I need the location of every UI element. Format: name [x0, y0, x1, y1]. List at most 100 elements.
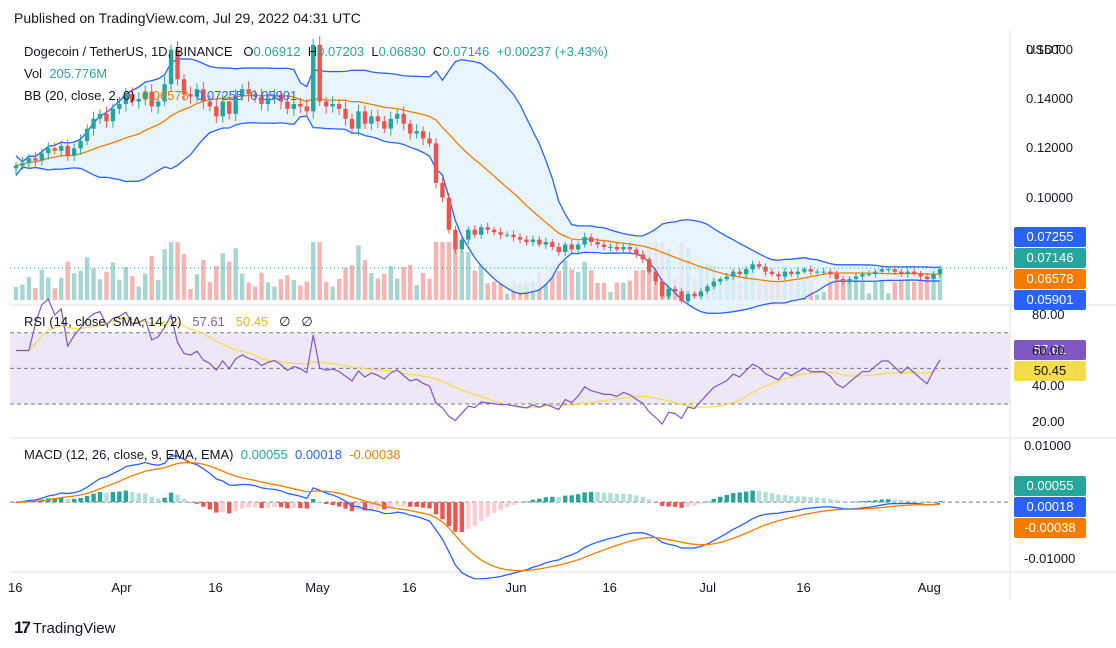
bb-lower-line: [15, 115, 941, 314]
candle-body: [26, 158, 32, 164]
macd-histogram-bar: [575, 494, 581, 503]
candle-body: [220, 101, 225, 117]
candle-body: [407, 123, 413, 134]
macd-histogram-bar: [569, 495, 574, 503]
volume-value: 205.776M: [49, 66, 108, 81]
candle-body: [511, 234, 516, 238]
candle-body: [291, 103, 297, 109]
volume-bar: [304, 281, 309, 300]
macd-histogram-bar: [52, 498, 57, 503]
volume-bar: [614, 282, 620, 300]
macd-histogram-bar: [155, 498, 161, 503]
candle-body: [285, 101, 290, 109]
macd-histogram-bar: [291, 502, 297, 509]
macd-histogram-bar: [789, 496, 794, 503]
macd-histogram-bar: [724, 494, 729, 503]
macd-histogram-bar: [362, 502, 368, 511]
macd-histogram-bar: [395, 502, 400, 506]
volume-bar: [395, 278, 400, 300]
macd-histogram-bar: [433, 502, 439, 515]
volume-bar: [588, 270, 594, 300]
volume-bar: [104, 271, 109, 300]
rsi-tag: 57.61: [1014, 340, 1086, 360]
candle-body: [71, 148, 77, 156]
macd-histogram-bar: [653, 502, 658, 503]
brand-name: TradingView: [32, 619, 116, 637]
macd-histogram-bar: [647, 499, 652, 503]
close-label: C: [432, 44, 443, 59]
macd-histogram-bar: [84, 495, 90, 503]
candle-body: [104, 113, 109, 122]
macd-histogram-bar: [750, 490, 755, 503]
macd-histogram-bar: [272, 502, 277, 508]
macd-histogram-bar: [265, 502, 271, 508]
volume-bar: [401, 266, 406, 300]
macd-histogram-bar: [285, 502, 290, 509]
candle-body: [892, 269, 897, 272]
candle-body: [427, 138, 432, 144]
candle-body: [491, 229, 497, 233]
macd-histogram-bar: [853, 501, 859, 503]
volume-bar: [427, 278, 432, 300]
candle-body: [168, 49, 174, 85]
main-legend: Dogecoin / TetherUS, 1D, BINANCE O0.0691…: [24, 44, 608, 59]
macd-histogram-bar: [802, 496, 807, 503]
macd-histogram-bar: [582, 492, 587, 503]
symbol-title[interactable]: Dogecoin / TetherUS, 1D, BINANCE: [24, 44, 233, 59]
volume-bar: [918, 278, 923, 300]
macd-hist-value: -0.00038: [349, 447, 401, 462]
candle-body: [769, 271, 775, 275]
volume-bar: [84, 257, 90, 300]
candle-body: [550, 242, 555, 247]
time-axis-tick: 16: [8, 580, 23, 595]
price-axis-tick: 0.14000: [1026, 91, 1073, 107]
time-axis-tick: Aug: [917, 580, 941, 595]
candle-body: [705, 286, 710, 292]
macd-histogram-bar: [259, 502, 264, 509]
candle-body: [860, 274, 865, 277]
macd-histogram-bar: [879, 499, 885, 503]
macd-histogram-bar: [414, 502, 419, 507]
candle-body: [136, 99, 141, 102]
rsi-extra-2: ∅: [301, 314, 313, 329]
macd-histogram-bar: [621, 493, 626, 503]
macd-histogram-bar: [356, 502, 361, 510]
macd-histogram-bar: [504, 502, 510, 508]
macd-histogram-bar: [485, 502, 490, 517]
volume-bar: [466, 252, 471, 300]
volume-bar: [97, 279, 103, 300]
volume-bar: [33, 288, 38, 300]
macd-histogram-bar: [795, 496, 801, 503]
macd-histogram-bar: [252, 502, 258, 508]
volume-bar: [821, 292, 826, 300]
volume-bar: [853, 281, 859, 300]
macd-histogram-bar: [905, 500, 910, 503]
volume-bar: [311, 242, 316, 300]
volume-bar: [433, 242, 439, 300]
candle-body: [181, 79, 187, 95]
volume-bar: [420, 272, 426, 300]
macd-histogram-bar: [550, 496, 555, 503]
macd-histogram-bar: [498, 502, 503, 511]
candle-body: [233, 96, 238, 114]
price-tag: 0.07255: [1014, 227, 1086, 247]
candle-body: [776, 274, 781, 277]
candle-body: [201, 89, 206, 102]
candle-body: [634, 249, 639, 255]
time-axis-tick: 16: [796, 580, 811, 595]
macd-signal-line: [15, 462, 941, 572]
macd-legend: MACD (12, 26, close, 9, EMA, EMA) 0.0005…: [24, 447, 401, 462]
volume-bar: [491, 281, 497, 300]
rsi-line: [16, 298, 941, 426]
candle-body: [743, 269, 749, 275]
candle-body: [640, 254, 645, 260]
candle-body: [298, 103, 303, 107]
macd-histogram-bar: [304, 502, 309, 509]
candle-body: [575, 244, 581, 250]
price-pane: [10, 30, 1116, 600]
price-tag: 0.06578: [1014, 269, 1086, 289]
volume-bar: [65, 261, 70, 300]
candle-body: [601, 244, 607, 247]
macd-histogram-bar: [815, 497, 820, 503]
